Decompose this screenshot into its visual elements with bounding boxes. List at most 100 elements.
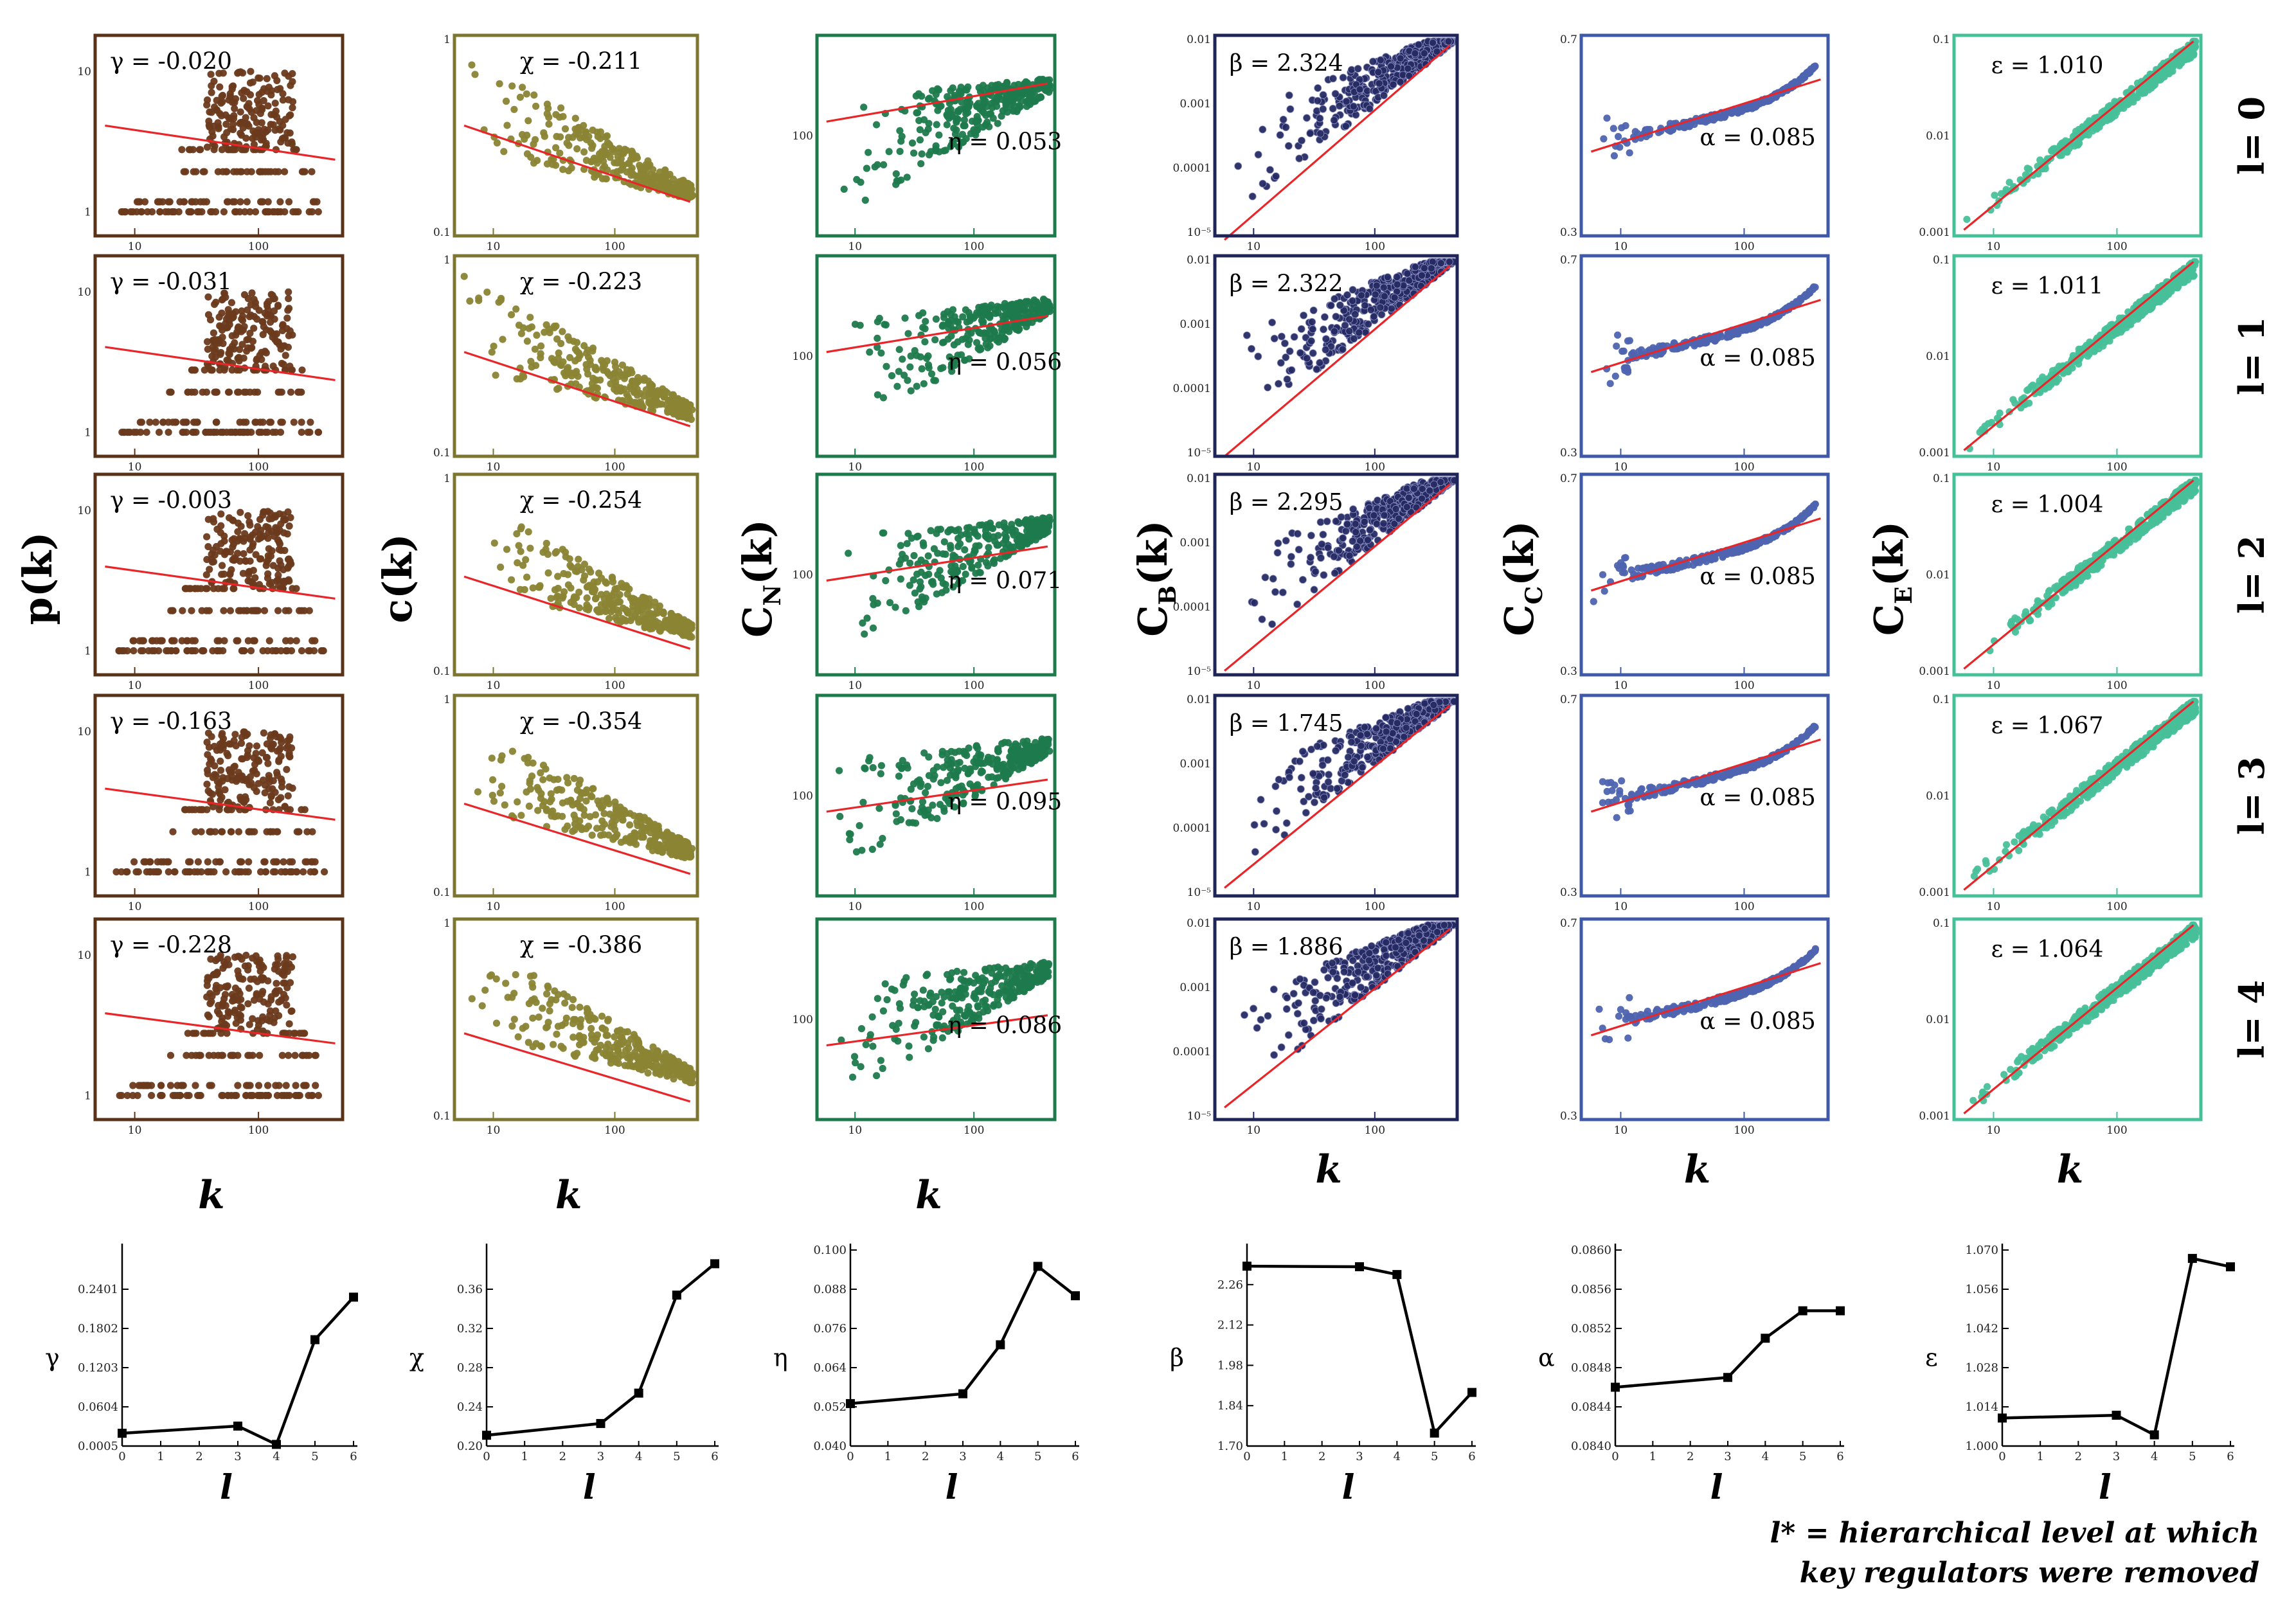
- exponent-annotation-cn-row-4: η = 0.086: [948, 1012, 1063, 1039]
- scatter-point: [949, 1002, 956, 1010]
- scatter-point: [264, 429, 271, 436]
- x-tick-label: 100: [604, 461, 625, 474]
- scatter-point: [920, 542, 928, 549]
- scatter-point: [598, 1012, 606, 1020]
- scatter-point: [212, 388, 220, 396]
- scatter-point: [591, 811, 600, 819]
- scatter-point: [940, 993, 948, 1001]
- scatter-point: [211, 353, 219, 361]
- scatter-point: [245, 985, 253, 992]
- scatter-point: [933, 121, 940, 129]
- scatter-point: [562, 1014, 570, 1022]
- scatter-point: [262, 326, 270, 334]
- scatter-point: [1259, 125, 1267, 134]
- scatter-point: [204, 96, 211, 104]
- scatter-point: [580, 572, 589, 580]
- scatter-point: [924, 352, 932, 360]
- scatter-point: [591, 1039, 598, 1046]
- scatter-point: [115, 647, 123, 655]
- x-tick-label: 10: [487, 240, 501, 253]
- scatter-point: [285, 305, 293, 312]
- scatter-point: [1028, 306, 1036, 314]
- scatter-point: [219, 326, 226, 334]
- scatter-point: [949, 306, 957, 314]
- scatter-point: [487, 971, 496, 979]
- scatter-point: [246, 742, 253, 750]
- scatter-points-c-row-2: [490, 523, 695, 641]
- scatter-point: [639, 1053, 647, 1060]
- scatter-point: [260, 607, 269, 614]
- x-tick-label: 10: [848, 900, 862, 913]
- scatter-point: [281, 69, 289, 77]
- scatter-point: [604, 139, 611, 147]
- scatter-point: [1013, 746, 1021, 753]
- scatter-point: [1034, 978, 1041, 986]
- scatter-point: [634, 399, 641, 407]
- scatter-point: [616, 591, 623, 598]
- scatter-point: [287, 82, 294, 89]
- scatter-point: [271, 100, 279, 107]
- scatter-point: [973, 759, 980, 767]
- x-tick-label: 10: [128, 1124, 142, 1137]
- scatter-points-p-row-0: [118, 67, 322, 216]
- scatter-point: [924, 783, 931, 791]
- scatter-point: [229, 310, 237, 317]
- scatter-point: [994, 303, 1001, 310]
- scatter-point: [881, 980, 889, 988]
- scatter-point: [514, 1033, 522, 1041]
- scatter-point: [617, 166, 625, 174]
- scatter-point: [535, 1014, 543, 1021]
- scatter-point: [663, 389, 671, 397]
- scatter-point: [994, 746, 1002, 754]
- scatter-point: [290, 418, 298, 426]
- scatter-point: [615, 145, 623, 152]
- scatter-point: [222, 111, 229, 119]
- x-tick-label: 10: [487, 1124, 501, 1137]
- scatter-point: [130, 858, 138, 866]
- scatter-point: [916, 578, 924, 585]
- scatter-point: [305, 1092, 312, 1100]
- scatter-point: [528, 996, 536, 1004]
- scatter-point: [281, 868, 289, 876]
- scatter-point: [123, 868, 130, 876]
- scatter-point: [860, 103, 868, 111]
- scatter-point: [957, 84, 965, 91]
- scatter-point: [501, 801, 508, 809]
- scatter-point: [237, 108, 244, 116]
- scatter-point: [308, 168, 316, 175]
- scatter-point: [901, 314, 909, 322]
- scatter-point: [195, 1051, 203, 1059]
- scatter-point: [633, 818, 641, 826]
- scatter-point: [222, 120, 230, 128]
- scatter-point: [271, 965, 278, 973]
- scatter-point: [545, 120, 553, 128]
- scatter-point: [300, 168, 307, 175]
- scatter-point: [235, 357, 243, 365]
- scatter-point: [571, 345, 580, 353]
- scatter-point: [555, 349, 562, 357]
- scatter-point: [283, 530, 291, 538]
- scatter-point: [207, 429, 215, 436]
- scatter-point: [192, 418, 199, 426]
- scatter-point: [576, 817, 584, 825]
- scatter-point: [947, 542, 955, 549]
- x-tick-label: 10: [848, 461, 862, 474]
- scatter-point: [595, 569, 603, 577]
- scatter-point: [243, 429, 251, 436]
- scatter-point: [199, 388, 206, 396]
- scatter-point: [992, 310, 1000, 317]
- scatter-point: [222, 1002, 229, 1010]
- scatter-point: [989, 524, 997, 533]
- x-tick-label: 100: [248, 461, 269, 474]
- scatter-point: [223, 198, 231, 206]
- scatter-point: [285, 522, 293, 530]
- scatter-point: [559, 593, 567, 600]
- scatter-point: [247, 109, 255, 116]
- scatter-point: [654, 822, 662, 830]
- scatter-point: [182, 585, 190, 593]
- scatter-points-p-row-1: [118, 288, 323, 436]
- scatter-point: [138, 208, 145, 216]
- scatter-point: [953, 995, 960, 1003]
